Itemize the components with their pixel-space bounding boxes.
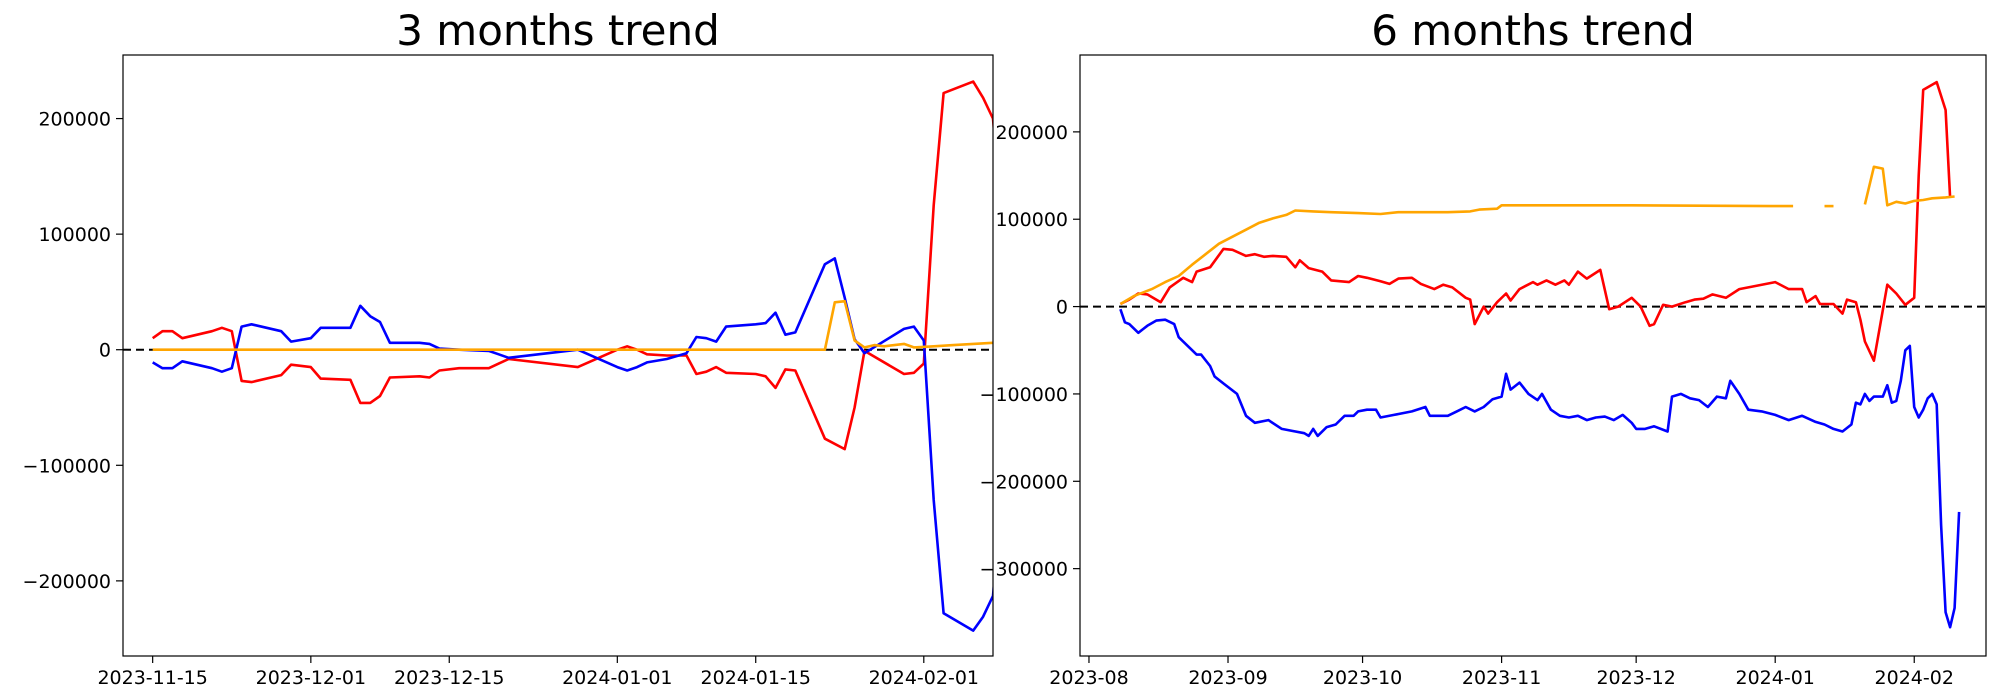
x-tick-label: 2024-01-15	[701, 667, 811, 689]
x-tick-label: 2023-08	[1049, 667, 1128, 689]
x-tick-label: 2023-10	[1323, 667, 1402, 689]
y-tick-label: 0	[99, 340, 111, 362]
series-line-2	[1119, 308, 1961, 629]
y-tick-label: −200000	[23, 571, 111, 593]
x-tick-label: 2024-01	[1736, 667, 1815, 689]
series-line-2	[152, 257, 993, 632]
series-line-1	[1119, 80, 1952, 362]
y-tick-label: −100000	[980, 384, 1068, 406]
x-tick-label: 2023-12-15	[394, 667, 504, 689]
y-tick-label: 200000	[38, 109, 111, 131]
x-tick-label: 2023-12	[1596, 667, 1675, 689]
x-tick-label: 2023-11-15	[97, 667, 207, 689]
chart-title: 6 months trend	[1371, 6, 1695, 55]
x-tick-label: 2023-11	[1462, 667, 1541, 689]
x-tick-label: 2024-02	[1875, 667, 1954, 689]
chart-title: 3 months trend	[396, 6, 720, 55]
y-tick-label: 0	[1056, 297, 1068, 319]
axes-frame	[1079, 54, 1987, 657]
series-line-1	[151, 80, 993, 451]
y-tick-label: −200000	[980, 471, 1068, 493]
series-line-3-segment-3	[1863, 165, 1955, 207]
y-tick-label: −100000	[23, 455, 111, 477]
y-tick-label: 100000	[995, 209, 1068, 231]
axes-frame	[122, 54, 994, 657]
y-tick-label: 200000	[995, 122, 1068, 144]
x-tick-label: 2023-12-01	[256, 667, 366, 689]
chart-panel-1: 3 months trend 2023-11-15 2023-12-01 2023-1…	[23, 6, 994, 689]
series-line-3-segment-1	[1119, 204, 1794, 306]
y-tick-label: 100000	[38, 224, 111, 246]
x-tick-label: 2024-02-01	[869, 667, 979, 689]
x-tick-label: 2024-01-01	[562, 667, 672, 689]
x-tick-label: 2023-09	[1188, 667, 1267, 689]
y-tick-label: −300000	[980, 559, 1068, 581]
chart-panel-2: 6 months trend 2023-08 2023-09 2023-10 2023-…	[980, 6, 1987, 689]
series-line-3	[152, 299, 993, 351]
